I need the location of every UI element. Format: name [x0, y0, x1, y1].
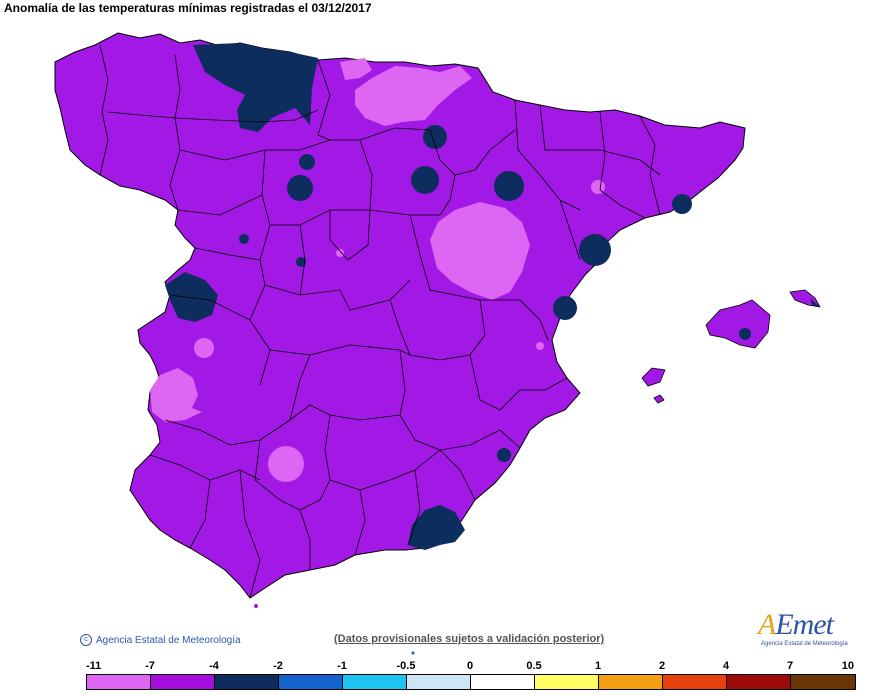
legend-tick-label: -11 [86, 660, 102, 672]
map-title: Anomalía de las temperaturas mínimas reg… [4, 1, 372, 15]
credit-line: c Agencia Estatal de Meteorología [80, 634, 241, 646]
logo-subtitle: Agencia Estatal de Meteorología [761, 641, 848, 647]
aemet-logo: AEmet Agencia Estatal de Meteorología [758, 608, 854, 654]
legend-tick-label: -7 [145, 660, 155, 672]
legend-tick-label: 10 [841, 660, 854, 672]
legend-swatch [727, 675, 791, 689]
legend-swatch [471, 675, 535, 689]
logo-brand: AEmet [758, 608, 834, 641]
legend-tick-label: -4 [209, 660, 219, 672]
cold-anomaly-patches [165, 43, 692, 550]
legend-tick-label: 0.5 [526, 660, 542, 672]
legend-swatch [663, 675, 727, 689]
legend-swatch [791, 675, 855, 689]
legend-tick-label: 2 [658, 660, 666, 672]
legend-swatch [87, 675, 151, 689]
legend-tick-label: -0.5 [396, 660, 416, 672]
legend-swatch [407, 675, 471, 689]
province-boundaries [99, 44, 661, 599]
credit-text: Agencia Estatal de Meteorología [96, 634, 241, 646]
legend-tick-label: 4 [722, 660, 730, 672]
legend-swatch [215, 675, 279, 689]
mallorca [705, 299, 771, 349]
legend-tick-label: 1 [594, 660, 602, 672]
balearic-islands [254, 289, 821, 655]
disclaimer-text: (Datos provisionales sujetos a validació… [334, 633, 605, 645]
legend-tick-label: 7 [786, 660, 794, 672]
legend-ticks: -11 -7 -4 -2 -1 -0.5 0 0.5 1 2 4 7 10 [86, 660, 854, 674]
mainland-spain [54, 32, 746, 599]
legend-tick-label: -2 [273, 660, 283, 672]
legend-swatch [343, 675, 407, 689]
copyright-icon: c [80, 634, 92, 646]
ibiza [641, 367, 666, 387]
legend-swatch [279, 675, 343, 689]
legend-tick-label: 0 [466, 660, 474, 672]
legend-swatch [535, 675, 599, 689]
legend-swatch [599, 675, 663, 689]
legend-swatch [151, 675, 215, 689]
formentera [653, 394, 665, 404]
color-legend [86, 674, 856, 690]
legend-tick-label: -1 [337, 660, 347, 672]
warm-anomaly-patches [150, 58, 605, 482]
